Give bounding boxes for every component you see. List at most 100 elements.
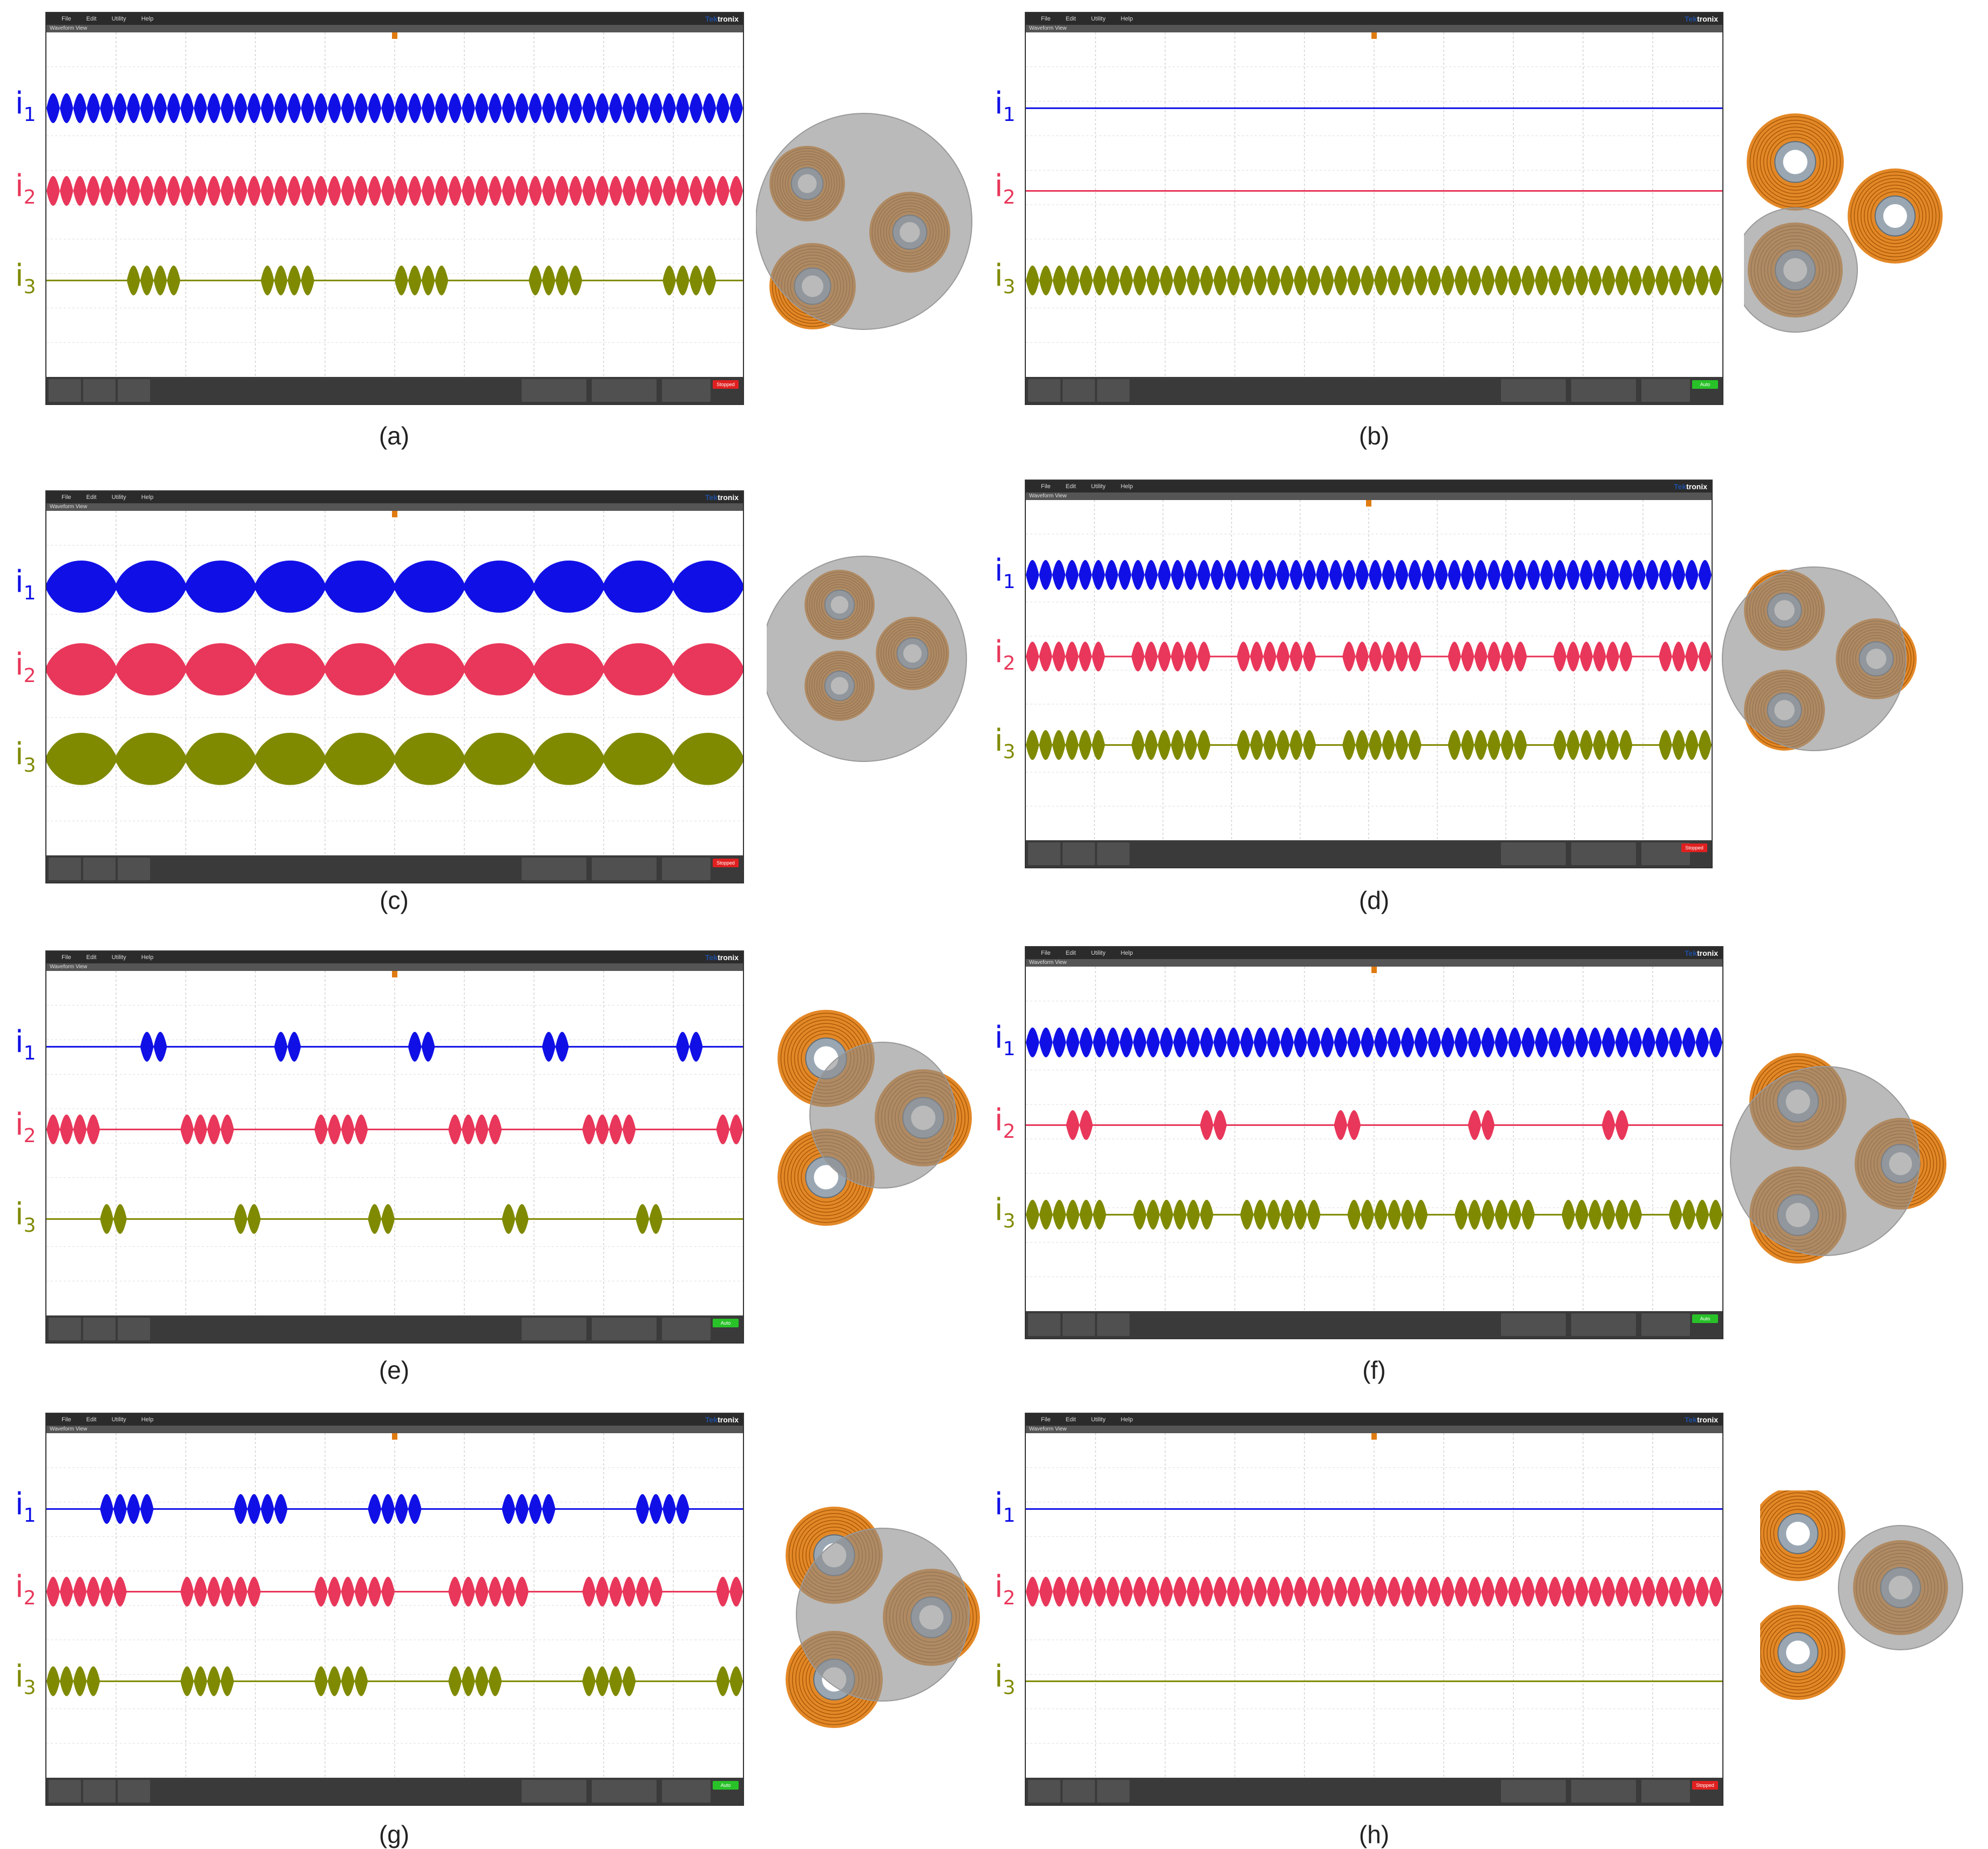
menu-item-file[interactable]: File <box>1041 950 1051 956</box>
waveform-plot[interactable] <box>46 511 743 855</box>
menu-item-edit[interactable]: Edit <box>86 954 97 961</box>
run-status-badge[interactable]: Auto <box>713 1319 739 1327</box>
status-panel[interactable] <box>1641 1313 1690 1336</box>
trace-i1-pulse <box>675 1031 689 1062</box>
status-panel[interactable] <box>522 1780 586 1803</box>
status-panel[interactable] <box>662 379 711 402</box>
status-panel[interactable] <box>1028 1313 1060 1336</box>
status-panel[interactable] <box>1063 842 1095 865</box>
status-panel[interactable] <box>49 1780 81 1803</box>
status-panel[interactable] <box>522 379 586 402</box>
menu-item-utility[interactable]: Utility <box>1091 1416 1106 1423</box>
status-panel[interactable] <box>118 1318 150 1340</box>
status-panel[interactable] <box>592 858 657 880</box>
status-panel[interactable] <box>1571 379 1636 402</box>
status-panel[interactable] <box>118 379 150 402</box>
run-status-badge[interactable]: Auto <box>1692 380 1718 389</box>
menu-item-edit[interactable]: Edit <box>1065 483 1076 490</box>
status-panel[interactable] <box>83 379 116 402</box>
waveform-plot[interactable] <box>46 1433 743 1778</box>
status-panel[interactable] <box>592 1780 657 1803</box>
menu-item-help[interactable]: Help <box>1120 950 1133 956</box>
status-panel[interactable] <box>1063 1780 1095 1803</box>
status-panel[interactable] <box>1097 842 1130 865</box>
run-status-badge[interactable]: Stopped <box>713 380 739 389</box>
menu-item-edit[interactable]: Edit <box>1065 16 1076 22</box>
trace-i3-lobe <box>604 733 673 785</box>
run-status-badge[interactable]: Stopped <box>1681 843 1707 852</box>
status-panel[interactable] <box>1571 1313 1636 1336</box>
menu-item-help[interactable]: Help <box>1120 1416 1133 1423</box>
menu-item-file[interactable]: File <box>62 494 71 501</box>
menu-item-utility[interactable]: Utility <box>1091 483 1106 490</box>
status-panel[interactable] <box>1501 1313 1566 1336</box>
status-panel[interactable] <box>1641 1780 1690 1803</box>
run-status-badge[interactable]: Stopped <box>1692 1781 1718 1790</box>
waveform-plot[interactable] <box>46 971 743 1315</box>
menu-item-help[interactable]: Help <box>141 954 154 961</box>
menu-item-help[interactable]: Help <box>1120 483 1133 490</box>
menu-item-utility[interactable]: Utility <box>1091 950 1106 956</box>
brand-logo: Tektronix <box>1674 482 1707 491</box>
waveform-plot[interactable] <box>1026 500 1712 840</box>
status-panel[interactable] <box>662 1780 711 1803</box>
status-panel[interactable] <box>49 1318 81 1340</box>
menu-item-edit[interactable]: Edit <box>1065 1416 1076 1423</box>
menu-item-utility[interactable]: Utility <box>111 1416 126 1423</box>
menu-item-help[interactable]: Help <box>141 494 154 501</box>
menu-item-file[interactable]: File <box>1041 16 1051 22</box>
trace-i3-pulse <box>126 265 140 295</box>
status-panel[interactable] <box>1571 842 1636 865</box>
status-panel[interactable] <box>1571 1780 1636 1803</box>
menu-item-edit[interactable]: Edit <box>1065 950 1076 956</box>
menu-item-utility[interactable]: Utility <box>111 16 126 22</box>
status-panel[interactable] <box>1501 842 1566 865</box>
menu-item-help[interactable]: Help <box>141 1416 154 1423</box>
status-panel[interactable] <box>1028 842 1060 865</box>
status-panel[interactable] <box>1028 379 1060 402</box>
menu-item-utility[interactable]: Utility <box>111 494 126 501</box>
menu-item-file[interactable]: File <box>62 16 71 22</box>
trace-i2-pulse <box>1184 642 1198 672</box>
menu-item-edit[interactable]: Edit <box>86 494 97 501</box>
waveform-plot[interactable] <box>1026 967 1722 1311</box>
status-panel[interactable] <box>83 1780 116 1803</box>
status-panel[interactable] <box>1028 1780 1060 1803</box>
run-status-badge[interactable]: Auto <box>1692 1314 1718 1323</box>
status-panel[interactable] <box>1097 1780 1130 1803</box>
status-panel[interactable] <box>1097 379 1130 402</box>
status-panel[interactable] <box>83 858 116 880</box>
menu-item-file[interactable]: File <box>62 954 71 961</box>
waveform-plot[interactable] <box>46 32 743 377</box>
status-panel[interactable] <box>1641 379 1690 402</box>
status-panel[interactable] <box>522 858 586 880</box>
status-panel[interactable] <box>118 1780 150 1803</box>
status-panel[interactable] <box>522 1318 586 1340</box>
waveform-plot[interactable] <box>1026 1433 1722 1778</box>
status-panel[interactable] <box>1063 1313 1095 1336</box>
status-panel[interactable] <box>49 379 81 402</box>
status-panel[interactable] <box>83 1318 116 1340</box>
menu-item-help[interactable]: Help <box>141 16 154 22</box>
run-status-badge[interactable]: Auto <box>713 1781 739 1790</box>
status-panel[interactable] <box>1097 1313 1130 1336</box>
status-panel[interactable] <box>662 858 711 880</box>
menu-item-file[interactable]: File <box>1041 483 1051 490</box>
status-panel[interactable] <box>49 858 81 880</box>
status-panel[interactable] <box>1501 1780 1566 1803</box>
menu-item-edit[interactable]: Edit <box>86 1416 97 1423</box>
menu-item-file[interactable]: File <box>62 1416 71 1423</box>
menu-item-edit[interactable]: Edit <box>86 16 97 22</box>
status-panel[interactable] <box>592 1318 657 1340</box>
menu-item-utility[interactable]: Utility <box>111 954 126 961</box>
status-panel[interactable] <box>592 379 657 402</box>
status-panel[interactable] <box>118 858 150 880</box>
menu-item-utility[interactable]: Utility <box>1091 16 1106 22</box>
menu-item-help[interactable]: Help <box>1120 16 1133 22</box>
menu-item-file[interactable]: File <box>1041 1416 1051 1423</box>
run-status-badge[interactable]: Stopped <box>713 859 739 867</box>
status-panel[interactable] <box>662 1318 711 1340</box>
waveform-plot[interactable] <box>1026 32 1722 377</box>
status-panel[interactable] <box>1063 379 1095 402</box>
status-panel[interactable] <box>1501 379 1566 402</box>
